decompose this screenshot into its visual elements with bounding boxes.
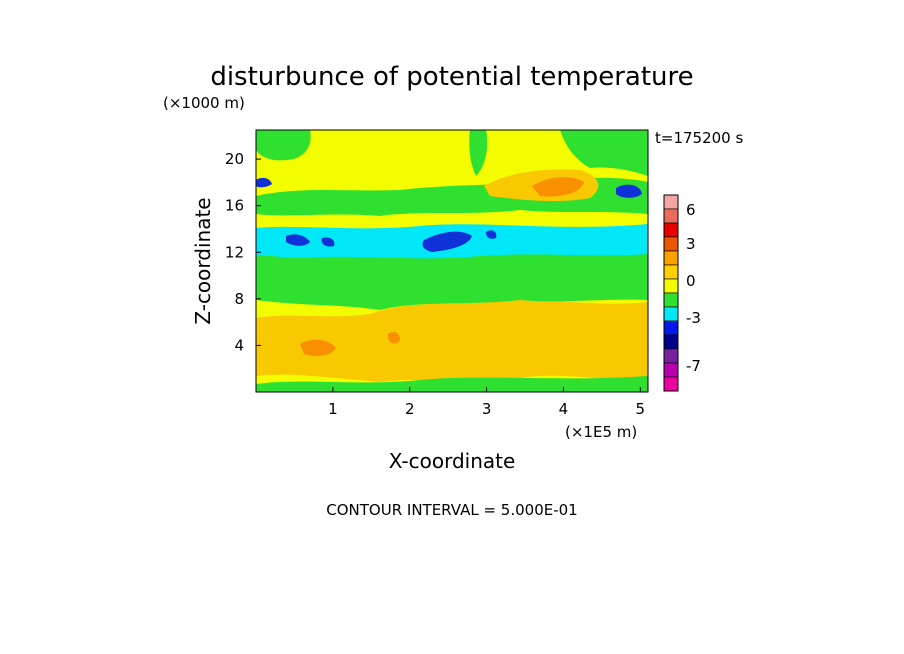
upper-cold-spot-right [616,184,642,198]
contour-field [256,130,648,392]
x-axis-label: X-coordinate [389,449,516,473]
green-band-mid [256,250,648,310]
colorbar-swatch [663,334,679,350]
upper-warm-core [532,177,584,197]
y-axis-label: Z-coordinate [191,197,215,324]
y-axis-ticks: 4 8 12 16 20 [225,150,261,354]
colorbar-labels: 6 3 0 -3 -7 [686,201,701,375]
y-tick-label: 4 [234,336,244,354]
colorbar-swatch [663,278,679,294]
colorbar-swatch [663,250,679,266]
colorbar-label: 3 [686,235,696,253]
colorbar-swatch [663,348,679,364]
x-tick-label: 1 [328,400,338,418]
x-unit-label: (×1E5 m) [565,423,637,441]
colorbar-label: 6 [686,201,696,219]
colorbar-label: 0 [686,272,696,290]
contour-interval-label: CONTOUR INTERVAL = 5.000E-01 [326,501,577,519]
plot-frame [255,129,649,393]
colorbar-swatch [663,264,679,280]
top-green-mid [469,130,488,176]
cold-core-1 [286,234,310,246]
colorbar-frame [663,194,679,392]
cold-core-3 [422,231,472,252]
lower-warm-layer [256,299,648,382]
colorbar-label: -7 [686,357,701,375]
cold-core-2 [321,237,335,247]
y-tick-label: 8 [234,290,244,308]
top-green-right [560,130,648,176]
colorbar-swatch [663,306,679,322]
y-tick-label: 12 [225,243,244,261]
upper-cold-spot-left [256,177,272,188]
lower-warm-core-2 [388,332,400,344]
x-tick-label: 5 [636,400,646,418]
y-unit-label: (×1000 m) [163,94,245,112]
x-tick-label: 3 [482,400,492,418]
bottom-green-strip [256,376,648,392]
colorbar-label: -3 [686,309,701,327]
colorbar [663,194,679,392]
colorbar-swatch [663,208,679,224]
lower-warm-core-1 [300,339,336,356]
colorbar-swatch [663,292,679,308]
chart-title: disturbunce of potential temperature [210,62,693,92]
y-tick-label: 20 [225,150,244,168]
x-axis-ticks: 1 2 3 4 5 [328,387,645,418]
x-tick-label: 4 [559,400,569,418]
colorbar-swatch [663,236,679,252]
colorbar-swatch [663,320,679,336]
x-tick-label: 2 [405,400,415,418]
y-tick-label: 16 [225,197,244,215]
top-green-left [256,130,311,161]
colorbar-swatch [663,194,679,210]
time-label: t=175200 s [655,129,743,147]
colorbar-swatch [663,376,679,392]
cold-core-4 [486,230,497,239]
colorbar-swatch [663,362,679,378]
colorbar-swatch [663,222,679,238]
